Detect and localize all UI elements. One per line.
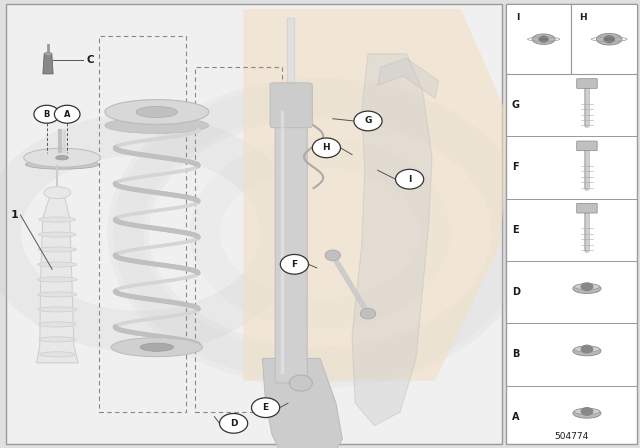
Bar bbox=[195, 67, 282, 412]
Polygon shape bbox=[352, 54, 432, 426]
Ellipse shape bbox=[573, 284, 601, 293]
Ellipse shape bbox=[38, 277, 77, 282]
Text: C: C bbox=[86, 56, 94, 65]
Circle shape bbox=[252, 398, 280, 418]
Text: I: I bbox=[516, 13, 519, 22]
FancyBboxPatch shape bbox=[577, 79, 597, 88]
Ellipse shape bbox=[38, 307, 77, 312]
Circle shape bbox=[312, 138, 340, 158]
Ellipse shape bbox=[136, 107, 178, 117]
Text: I: I bbox=[408, 175, 412, 184]
Circle shape bbox=[34, 105, 60, 123]
Ellipse shape bbox=[574, 409, 600, 414]
Text: 504774: 504774 bbox=[554, 432, 588, 441]
Text: 1: 1 bbox=[10, 210, 18, 220]
Text: B: B bbox=[512, 349, 520, 359]
Ellipse shape bbox=[38, 262, 77, 267]
Text: H: H bbox=[579, 13, 587, 22]
Circle shape bbox=[289, 375, 312, 391]
Ellipse shape bbox=[39, 217, 76, 222]
Ellipse shape bbox=[111, 338, 202, 357]
Text: G: G bbox=[512, 100, 520, 110]
Ellipse shape bbox=[573, 346, 601, 356]
Ellipse shape bbox=[26, 159, 99, 169]
Ellipse shape bbox=[574, 346, 600, 352]
Circle shape bbox=[325, 250, 340, 261]
Circle shape bbox=[580, 345, 593, 353]
Text: D: D bbox=[230, 419, 237, 428]
Circle shape bbox=[396, 169, 424, 189]
Circle shape bbox=[54, 105, 80, 123]
Circle shape bbox=[280, 254, 308, 274]
Ellipse shape bbox=[24, 148, 100, 167]
Bar bbox=[506, 4, 572, 74]
Circle shape bbox=[360, 308, 376, 319]
Ellipse shape bbox=[44, 187, 71, 198]
Ellipse shape bbox=[573, 408, 601, 418]
Text: A: A bbox=[512, 412, 520, 422]
Circle shape bbox=[220, 414, 248, 433]
Ellipse shape bbox=[140, 343, 173, 351]
Ellipse shape bbox=[39, 337, 76, 342]
Bar bbox=[6, 4, 502, 444]
Ellipse shape bbox=[574, 284, 600, 290]
Ellipse shape bbox=[38, 292, 77, 297]
Polygon shape bbox=[43, 54, 53, 74]
Polygon shape bbox=[378, 58, 438, 99]
Polygon shape bbox=[243, 9, 512, 381]
Ellipse shape bbox=[105, 117, 209, 134]
Ellipse shape bbox=[56, 155, 68, 160]
Text: E: E bbox=[512, 225, 518, 235]
Ellipse shape bbox=[532, 34, 555, 44]
Circle shape bbox=[604, 35, 615, 43]
Polygon shape bbox=[262, 358, 342, 448]
FancyBboxPatch shape bbox=[270, 83, 312, 128]
Text: E: E bbox=[262, 403, 269, 412]
Ellipse shape bbox=[105, 99, 209, 125]
Bar bbox=[572, 4, 637, 74]
Ellipse shape bbox=[38, 247, 77, 252]
Polygon shape bbox=[36, 193, 78, 363]
Ellipse shape bbox=[38, 232, 76, 237]
Text: B: B bbox=[44, 110, 50, 119]
FancyBboxPatch shape bbox=[577, 203, 597, 213]
Circle shape bbox=[580, 282, 593, 291]
Circle shape bbox=[580, 407, 593, 416]
Ellipse shape bbox=[44, 52, 52, 55]
Text: G: G bbox=[364, 116, 372, 125]
Circle shape bbox=[538, 35, 548, 43]
Ellipse shape bbox=[38, 322, 76, 327]
Ellipse shape bbox=[596, 33, 622, 45]
Text: H: H bbox=[323, 143, 330, 152]
Bar bbox=[99, 36, 186, 412]
FancyBboxPatch shape bbox=[577, 141, 597, 151]
Ellipse shape bbox=[40, 352, 75, 357]
Text: F: F bbox=[291, 260, 298, 269]
Text: D: D bbox=[512, 287, 520, 297]
FancyBboxPatch shape bbox=[275, 87, 307, 383]
Bar bbox=[506, 4, 637, 444]
Circle shape bbox=[354, 111, 382, 131]
Text: F: F bbox=[512, 163, 518, 172]
Text: A: A bbox=[64, 110, 70, 119]
